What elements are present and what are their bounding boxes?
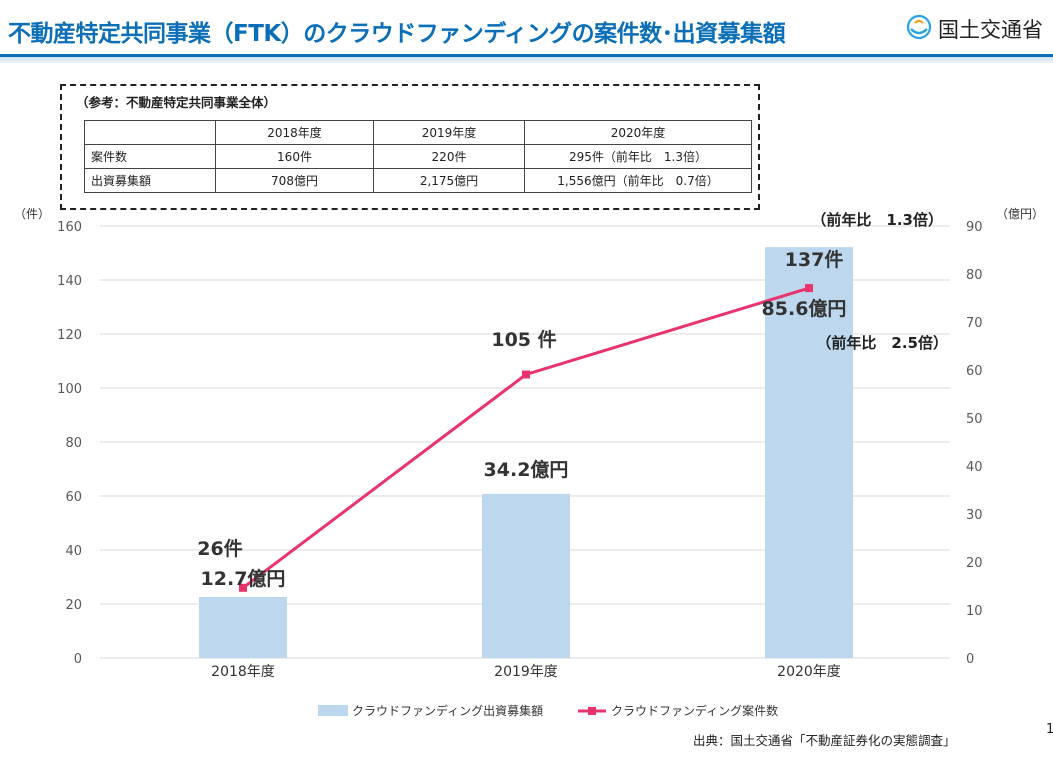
table-header-row: 2018年度 2019年度 2020年度 bbox=[84, 120, 752, 145]
line-point bbox=[239, 583, 247, 592]
bar bbox=[482, 493, 570, 658]
legend-swatch-marker bbox=[588, 707, 596, 715]
bar-value-label: 34.2億円 bbox=[484, 458, 569, 481]
line-value-label: 26件 bbox=[197, 537, 242, 560]
x-tick-label: 2019年度 bbox=[494, 664, 558, 680]
table-header-cell: 2019年度 bbox=[373, 120, 525, 145]
right-tick-label: 20 bbox=[966, 556, 983, 571]
legend-label: クラウドファンディング出資募集額 bbox=[352, 703, 543, 718]
table-row: 案件数 160件 220件 295件（前年比 1.3倍） bbox=[84, 144, 752, 169]
org-mark: 国土交通省 bbox=[906, 14, 1043, 45]
ministry-logo-icon bbox=[906, 14, 932, 40]
table-header-cell bbox=[84, 120, 216, 145]
table-cell: 出資募集額 bbox=[84, 168, 216, 193]
table-cell: 160件 bbox=[215, 144, 374, 169]
growth-annotation: （前年比 1.3倍） bbox=[811, 211, 943, 229]
page-number: 1 bbox=[1046, 722, 1053, 737]
reference-box: （参考：不動産特定共同事業全体） 2018年度 2019年度 2020年度 案件… bbox=[60, 84, 760, 210]
x-tick-label: 2020年度 bbox=[777, 664, 841, 680]
right-axis-unit: （億円） bbox=[996, 207, 1044, 221]
bar bbox=[765, 247, 853, 658]
table-cell: 2,175億円 bbox=[373, 168, 525, 193]
table-header-cell: 2020年度 bbox=[524, 120, 752, 145]
bar-value-label: 85.6億円 bbox=[762, 297, 847, 320]
right-tick-label: 80 bbox=[966, 268, 983, 283]
growth-annotation: （前年比 2.5倍） bbox=[816, 334, 948, 352]
bar bbox=[199, 597, 287, 658]
left-tick-label: 20 bbox=[65, 598, 82, 613]
table-cell: 220件 bbox=[373, 144, 525, 169]
table-row: 出資募集額 708億円 2,175億円 1,556億円（前年比 0.7倍） bbox=[84, 168, 752, 193]
left-tick-label: 100 bbox=[57, 382, 82, 397]
reference-title: （参考：不動産特定共同事業全体） bbox=[76, 95, 277, 110]
table-cell: 案件数 bbox=[84, 144, 216, 169]
x-tick-label: 2018年度 bbox=[211, 664, 275, 680]
table-header-cell: 2018年度 bbox=[215, 120, 374, 145]
reference-table: 2018年度 2019年度 2020年度 案件数 160件 220件 295件（… bbox=[84, 120, 752, 193]
left-tick-label: 120 bbox=[57, 328, 82, 343]
right-tick-label: 70 bbox=[966, 316, 983, 331]
line-point bbox=[522, 370, 530, 379]
left-tick-label: 60 bbox=[65, 490, 82, 505]
right-tick-label: 40 bbox=[966, 460, 983, 475]
right-tick-label: 10 bbox=[966, 604, 983, 619]
left-tick-label: 160 bbox=[57, 220, 82, 235]
right-tick-label: 0 bbox=[966, 652, 974, 667]
page-title: 不動産特定共同事業（FTK）のクラウドファンディングの案件数･出資募集額 bbox=[8, 21, 786, 47]
table-cell: 708億円 bbox=[215, 168, 374, 193]
left-tick-label: 40 bbox=[65, 544, 82, 559]
legend-label: クラウドファンディング案件数 bbox=[611, 703, 778, 718]
legend-swatch-bar bbox=[318, 705, 348, 716]
line-series bbox=[242, 286, 810, 589]
right-tick-label: 90 bbox=[966, 220, 983, 235]
left-tick-label: 80 bbox=[65, 436, 82, 451]
right-tick-label: 50 bbox=[966, 412, 983, 427]
bar-value-label: 12.7億円 bbox=[201, 567, 286, 590]
right-tick-label: 30 bbox=[966, 508, 983, 523]
table-cell: 1,556億円（前年比 0.7倍） bbox=[524, 168, 752, 193]
line-value-label: 105 件 bbox=[491, 328, 556, 351]
line-point bbox=[805, 284, 813, 293]
table-cell: 295件（前年比 1.3倍） bbox=[524, 144, 752, 169]
left-tick-label: 0 bbox=[74, 652, 82, 667]
title-divider bbox=[0, 54, 1053, 63]
left-tick-label: 140 bbox=[57, 274, 82, 289]
left-axis-unit: （件） bbox=[14, 207, 50, 221]
line-value-label: 137件 bbox=[785, 248, 844, 271]
source-note: 出典：国土交通省「不動産証券化の実態調査」 bbox=[693, 733, 956, 748]
right-tick-label: 60 bbox=[966, 364, 983, 379]
org-name: 国土交通省 bbox=[938, 18, 1043, 42]
